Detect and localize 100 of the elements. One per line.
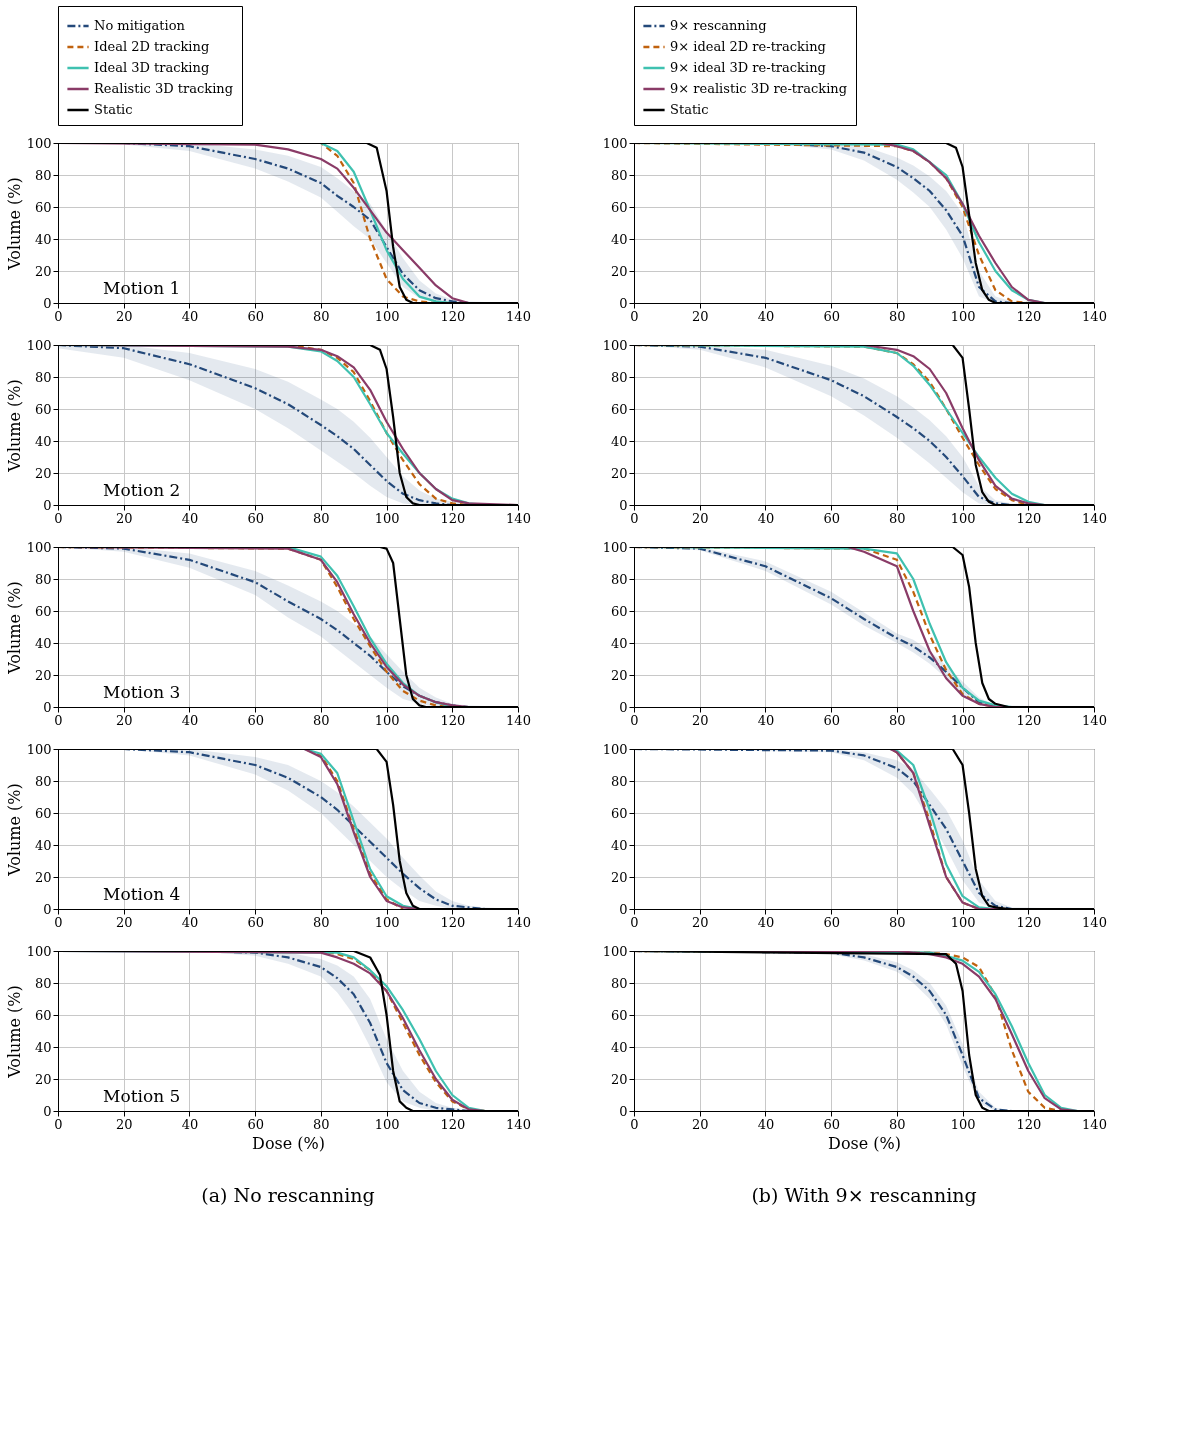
x-tick-label: 120 [440,914,466,930]
legend-label: Static [94,102,133,117]
x-tick-label: 40 [181,914,199,930]
x-tick-label: 80 [889,712,906,728]
x-tick-label: 60 [823,914,840,930]
y-tick-label: 0 [43,901,52,917]
x-tick-label: 140 [506,1116,531,1132]
y-tick-label: 20 [610,667,628,683]
x-tick-label: 60 [823,308,840,324]
x-tick-label: 140 [1082,1116,1107,1132]
y-tick-label: 0 [619,1103,628,1119]
y-tick-label: 60 [610,603,628,619]
x-tick-label: 40 [181,510,199,526]
x-tick-label: 60 [247,308,264,324]
x-tick-label: 80 [313,1116,330,1132]
y-tick-label: 80 [610,571,628,587]
y-tick-label: 80 [34,773,52,789]
x-tick-label: 60 [823,712,840,728]
x-tick-label: 140 [506,510,531,526]
y-tick-label: 60 [610,401,628,417]
x-tick-label: 140 [1082,712,1107,728]
x-tick-label: 0 [630,1116,639,1132]
y-tick-label: 100 [602,943,628,959]
x-tick-label: 60 [247,712,264,728]
y-tick-label: 60 [610,805,628,821]
x-tick-label: 20 [115,914,133,930]
y-tick-label: 60 [34,805,52,821]
x-tick-label: 60 [247,914,264,930]
x-tick-label: 120 [440,308,466,324]
x-tick-label: 80 [889,1116,906,1132]
x-tick-label: 80 [889,510,906,526]
y-tick-label: 20 [34,667,52,683]
y-tick-label: 100 [602,539,628,555]
y-tick-label: 0 [43,295,52,311]
y-tick-label: 100 [26,539,52,555]
legend-label: 9× realistic 3D re-tracking [670,81,848,96]
x-tick-label: 100 [374,308,400,324]
x-tick-label: 40 [757,712,775,728]
x-tick-label: 60 [247,510,264,526]
x-axis-title: Dose (%) [252,1133,325,1153]
y-tick-label: 40 [34,635,52,651]
legend-label: Realistic 3D tracking [94,81,234,96]
legend-label: Static [670,102,709,117]
y-tick-label: 40 [34,231,52,247]
x-tick-label: 20 [691,308,709,324]
y-tick-label: 40 [610,635,628,651]
y-tick-label: 60 [34,1007,52,1023]
x-tick-label: 20 [691,712,709,728]
annotation: Motion 5 [103,1086,181,1106]
y-tick-label: 80 [610,369,628,385]
text: (b) With 9× rescanning [751,1184,977,1206]
x-tick-label: 140 [506,712,531,728]
y-tick-label: 40 [610,1039,628,1055]
x-tick-label: 20 [115,1116,133,1132]
x-tick-label: 0 [630,712,639,728]
x-tick-label: 100 [374,914,400,930]
y-tick-label: 0 [619,699,628,715]
y-tick-label: 0 [619,295,628,311]
x-tick-label: 20 [115,712,133,728]
x-tick-label: 100 [950,712,976,728]
x-tick-label: 0 [54,914,63,930]
y-tick-label: 80 [34,369,52,385]
y-tick-label: 0 [43,497,52,513]
y-tick-label: 100 [26,135,52,151]
y-tick-label: 100 [602,135,628,151]
legend-label: Ideal 3D tracking [94,60,210,75]
x-tick-label: 40 [181,308,199,324]
y-axis-title: Volume (%) [4,985,24,1079]
x-tick-label: 80 [889,914,906,930]
y-tick-label: 100 [26,337,52,353]
y-tick-label: 80 [34,167,52,183]
y-tick-label: 60 [610,199,628,215]
y-tick-label: 40 [610,837,628,853]
x-tick-label: 80 [313,712,330,728]
x-tick-label: 80 [313,510,330,526]
x-tick-label: 40 [181,1116,199,1132]
x-tick-label: 40 [757,1116,775,1132]
y-tick-label: 40 [610,433,628,449]
y-tick-label: 20 [34,263,52,279]
y-tick-label: 0 [43,699,52,715]
x-tick-label: 120 [440,510,466,526]
y-axis-title: Volume (%) [4,177,24,271]
x-tick-label: 100 [374,1116,400,1132]
x-tick-label: 120 [1016,308,1042,324]
legend-label: 9× rescanning [670,18,767,33]
x-tick-label: 0 [630,308,639,324]
x-tick-label: 0 [54,712,63,728]
y-tick-label: 100 [26,943,52,959]
y-tick-label: 60 [34,401,52,417]
y-tick-label: 20 [34,465,52,481]
x-tick-label: 140 [1082,914,1107,930]
x-tick-label: 0 [630,914,639,930]
y-tick-label: 0 [43,1103,52,1119]
legend-label: Ideal 2D tracking [94,39,210,54]
x-tick-label: 100 [374,510,400,526]
x-tick-label: 40 [757,510,775,526]
x-tick-label: 120 [1016,1116,1042,1132]
annotation: Motion 2 [103,480,181,500]
y-tick-label: 40 [34,1039,52,1055]
x-tick-label: 20 [115,510,133,526]
